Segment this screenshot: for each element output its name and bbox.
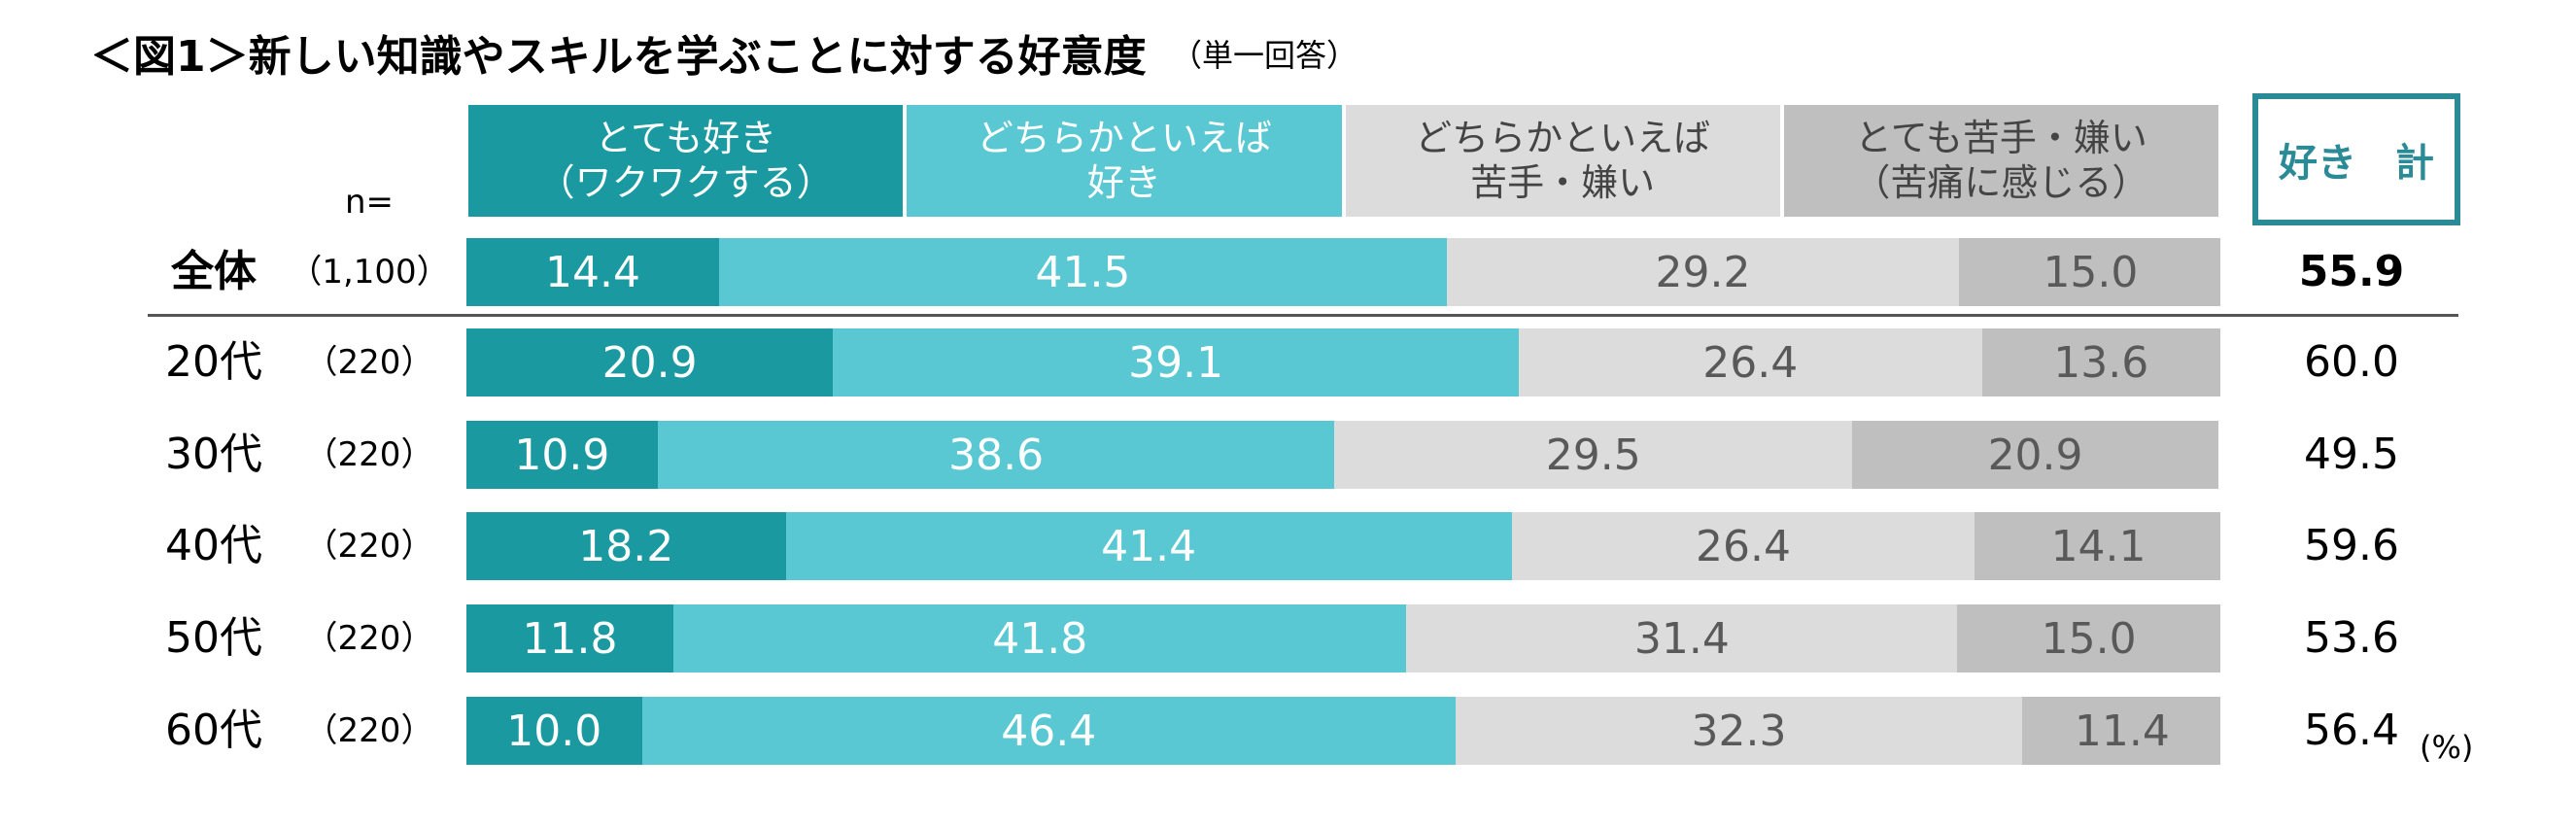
category-label: 50代 [165,613,262,663]
bar-segment: 15.0 [1959,238,2220,306]
bar-segment: 29.2 [1446,238,1960,306]
n-value: （220） [304,343,434,382]
data-label: 39.1 [1128,337,1224,388]
chart-subtitle: （単一回答） [1171,37,1358,74]
bar-segment: 41.8 [672,604,1407,672]
bar-row: 18.2 41.4 26.4 14.1 [466,512,2220,580]
data-label: 41.8 [992,613,1088,664]
data-label: 15.0 [2041,613,2137,664]
data-label: 41.4 [1101,521,1197,571]
total-value: 53.6 [2304,613,2399,663]
bar-segment: 14.4 [466,238,719,306]
data-label: 11.8 [522,613,618,664]
n-value: （1,100） [289,253,450,292]
total-value: 60.0 [2304,337,2399,387]
bar-segment: 26.4 [1511,512,1975,580]
data-label: 20.9 [601,337,698,388]
separator [148,314,2458,317]
data-label: 31.4 [1633,613,1730,664]
legend-item: どちらかといえば 苦手・嫌い [1345,105,1780,217]
total-header: 好き 計 [2252,93,2460,225]
bar-segment: 46.4 [641,697,1457,765]
bar-segment: 32.3 [1456,697,2023,765]
n-label: n= [344,183,395,222]
bar-row: 10.0 46.4 32.3 11.4 [466,697,2220,765]
data-label: 29.5 [1545,430,1641,480]
bar-segment: 11.4 [2022,697,2220,765]
category-label: 30代 [165,430,262,479]
data-label: 20.9 [1987,430,2083,480]
data-label: 29.2 [1655,247,1751,297]
bar-segment: 38.6 [657,421,1335,489]
chart-title: ＜図1＞新しい知識やスキルを学ぶことに対する好意度 [90,32,1147,82]
bar-segment: 18.2 [466,512,786,580]
category-label: 60代 [165,706,262,755]
total-value: 49.5 [2304,430,2399,479]
bar-segment: 13.6 [1981,328,2220,396]
bar-segment: 41.4 [785,512,1512,580]
bar-segment: 41.5 [718,238,1447,306]
data-label: 10.9 [514,430,610,480]
data-label: 11.4 [2074,706,2170,756]
data-label: 26.4 [1696,521,1791,571]
data-label: 10.0 [506,706,602,756]
unit-label: (%) [2420,729,2474,766]
bar-segment: 26.4 [1519,328,1982,396]
data-label: 26.4 [1702,337,1799,388]
n-value: （220） [304,435,434,474]
data-label: 41.5 [1035,247,1131,297]
legend-item: とても苦手・嫌い （苦痛に感じる） [1783,105,2218,217]
bar-segment: 11.8 [466,604,673,672]
n-value: （220） [304,527,434,566]
data-label: 18.2 [578,521,674,571]
bar-row: 20.9 39.1 26.4 13.6 [466,328,2220,396]
data-label: 14.1 [2050,521,2147,571]
category-label: 20代 [165,337,262,387]
bar-segment: 29.5 [1334,421,1852,489]
legend-item: どちらかといえば 好き [907,105,1342,217]
data-label: 32.3 [1691,706,1787,756]
data-label: 14.4 [544,247,640,297]
bar-segment: 39.1 [833,328,1519,396]
n-value: （220） [304,711,434,750]
data-label: 13.6 [2053,337,2149,388]
bar-row: 10.9 38.6 29.5 20.9 [466,421,2220,489]
bar-segment: 31.4 [1406,604,1958,672]
data-label: 38.6 [948,430,1045,480]
bar-segment: 10.0 [466,697,642,765]
bar-segment: 10.9 [466,421,658,489]
bar-row: 14.4 41.5 29.2 15.0 [466,238,2220,306]
data-label: 15.0 [2043,247,2139,297]
category-label: 全体 [171,247,257,296]
n-value: （220） [304,619,434,658]
bar-segment: 20.9 [1851,421,2219,489]
total-value: 56.4 [2304,706,2399,755]
bar-row: 11.8 41.8 31.4 15.0 [466,604,2220,672]
legend-item: とても好き （ワクワクする） [468,105,904,217]
data-label: 46.4 [1001,706,1097,756]
total-value: 55.9 [2298,247,2405,296]
bar-segment: 15.0 [1957,604,2220,672]
bar-segment: 20.9 [466,328,834,396]
category-label: 40代 [165,521,262,570]
bar-segment: 14.1 [1975,512,2220,580]
total-value: 59.6 [2304,521,2399,570]
